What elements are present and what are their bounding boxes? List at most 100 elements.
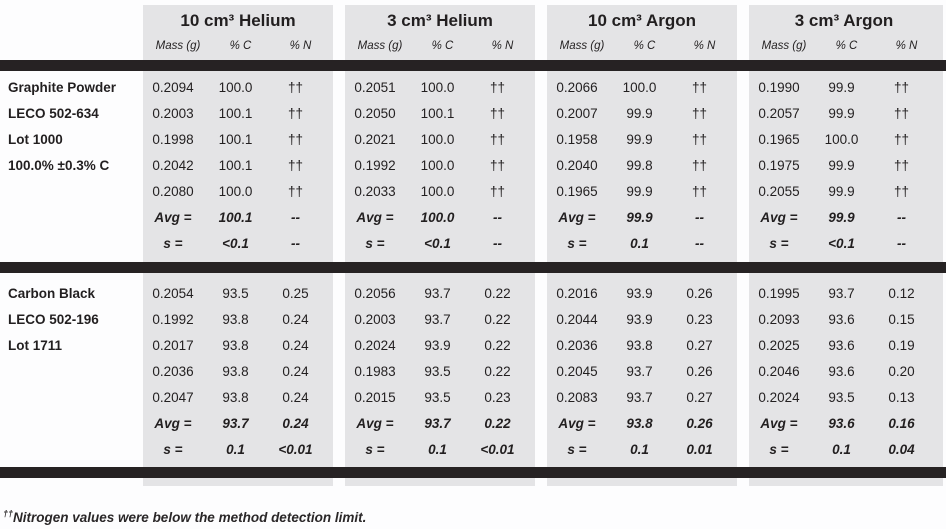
mass-value: 0.2080: [152, 184, 194, 199]
mass-value: 0.2057: [758, 106, 800, 121]
group-cells: 0.1965 100.0 ††: [744, 127, 934, 153]
mass-value: 0.2003: [354, 312, 396, 327]
column-band-10cm3-argon: [547, 5, 737, 486]
carbon-value: 99.9: [626, 184, 653, 199]
mass-value: 0.1958: [556, 132, 598, 147]
carbon-value: 0.1: [226, 442, 245, 457]
carbon-value: 100.0: [420, 80, 455, 95]
divider-bar-middle: [0, 262, 946, 273]
mass-value: 0.1990: [758, 80, 800, 95]
group-cells: s = 0.1 <0.01: [340, 437, 530, 463]
group-cells: 0.2080 100.0 ††: [138, 179, 328, 205]
carbon-value: 93.8: [222, 312, 249, 327]
group-cells: s = <0.1 --: [744, 231, 934, 257]
nitrogen-value: ††: [287, 132, 304, 147]
column-group-title: 3 cm³ Helium: [387, 11, 493, 30]
nitrogen-value: 0.26: [686, 286, 713, 301]
group-cells: Avg = 100.1 --: [138, 205, 328, 231]
group-cells: 0.1958 99.9 ††: [542, 127, 732, 153]
table-row: s = 0.1 <0.01 s = 0.1 <0.01 s = 0.1 0.01 s = 0.1 0.…: [0, 437, 946, 463]
carbon-value: 93.8: [626, 338, 653, 353]
carbon-value: <0.1: [222, 236, 249, 251]
carbon-value: 99.8: [626, 158, 653, 173]
nitrogen-value: ††: [287, 158, 304, 173]
group-cells: 0.1992 100.0 ††: [340, 153, 530, 179]
mass-value: 0.2066: [556, 80, 598, 95]
mass-value: 0.2042: [152, 158, 194, 173]
group-cells: 0.2044 93.9 0.23: [542, 307, 732, 333]
group-cells: 0.2016 93.9 0.26: [542, 281, 732, 307]
carbon-value: 100.1: [218, 210, 253, 225]
group-cells: 0.2025 93.6 0.19: [744, 333, 934, 359]
row-label: [0, 359, 138, 385]
carbon-value: 93.5: [222, 286, 249, 301]
group-cells: 0.2003 93.7 0.22: [340, 307, 530, 333]
carbon-value: 100.0: [420, 158, 455, 173]
col-header-carbon: % C: [835, 40, 858, 52]
nitrogen-value: 0.27: [686, 338, 713, 353]
col-header-carbon: % C: [431, 40, 454, 52]
nitrogen-value: ††: [489, 132, 506, 147]
group-cells: 0.1990 99.9 ††: [744, 75, 934, 101]
carbon-value: 99.9: [626, 132, 653, 147]
carbon-value: 0.1: [630, 236, 649, 251]
column-group-title: 10 cm³ Argon: [587, 11, 696, 30]
mass-value: s =: [567, 442, 587, 457]
carbon-value: 100.0: [420, 184, 455, 199]
nitrogen-value: 0.24: [282, 364, 309, 379]
carbon-value: <0.1: [828, 236, 855, 251]
mass-value: Avg =: [356, 210, 394, 225]
col-header-mass: Mass (g): [761, 40, 807, 52]
table-row: 0.2047 93.8 0.24 0.2015 93.5 0.23 0.2083 93.7 0.…: [0, 385, 946, 411]
carbon-value: 93.9: [626, 286, 653, 301]
nitrogen-value: ††: [691, 158, 708, 173]
mass-value: 0.1998: [152, 132, 194, 147]
mass-value: 0.1992: [152, 312, 194, 327]
row-label: [0, 385, 138, 411]
carbon-value: 100.1: [218, 106, 253, 121]
table-row: 0.2036 93.8 0.24 0.1983 93.5 0.22 0.2045 93.7 0.…: [0, 359, 946, 385]
table-row: LECO 502-634 0.2003 100.1 †† 0.2050 100.1 †† 0.…: [0, 101, 946, 127]
carbon-value: 99.9: [828, 106, 855, 121]
group-cells: 0.2047 93.8 0.24: [138, 385, 328, 411]
group-cells: s = 0.1 --: [542, 231, 732, 257]
mass-value: 0.2036: [152, 364, 194, 379]
group-cells: 0.2066 100.0 ††: [542, 75, 732, 101]
row-label: Carbon Black: [8, 286, 96, 301]
col-header-mass: Mass (g): [357, 40, 403, 52]
row-label: [0, 179, 138, 205]
nitrogen-value: --: [897, 236, 906, 251]
group-cells: 0.1995 93.7 0.12: [744, 281, 934, 307]
group-cells: s = <0.1 --: [138, 231, 328, 257]
nitrogen-value: 0.24: [282, 390, 309, 405]
group-cells: 0.1992 93.8 0.24: [138, 307, 328, 333]
carbon-value: 99.9: [828, 210, 855, 225]
row-label: [0, 231, 138, 257]
mass-value: 0.2051: [354, 80, 396, 95]
mass-value: 0.2016: [556, 286, 598, 301]
nitrogen-value: 0.19: [888, 338, 915, 353]
mass-value: 0.2055: [758, 184, 800, 199]
nitrogen-value: --: [493, 236, 502, 251]
carbon-value: 100.1: [218, 132, 253, 147]
group-cells: 0.2040 99.8 ††: [542, 153, 732, 179]
nitrogen-value: --: [695, 210, 704, 225]
nitrogen-value: ††: [489, 158, 506, 173]
sub-headers: Mass (g) % C % N: [749, 35, 939, 57]
group-cells: 0.2033 100.0 ††: [340, 179, 530, 205]
nitrogen-value: 0.22: [484, 364, 511, 379]
mass-value: 0.2047: [152, 390, 194, 405]
row-label: LECO 502-634: [8, 106, 99, 121]
mass-value: s =: [365, 442, 385, 457]
nitrogen-value: 0.20: [888, 364, 915, 379]
nitrogen-value: 0.22: [484, 312, 511, 327]
mass-value: 0.2083: [556, 390, 598, 405]
group-cells: s = <0.1 --: [340, 231, 530, 257]
table-row: Avg = 93.7 0.24 Avg = 93.7 0.22 Avg = 93.8 0.26 A…: [0, 411, 946, 437]
mass-value: 0.2044: [556, 312, 598, 327]
mass-value: s =: [365, 236, 385, 251]
mass-value: Avg =: [760, 210, 798, 225]
row-label: Lot 1711: [8, 338, 63, 353]
group-cells: 0.2003 100.1 ††: [138, 101, 328, 127]
mass-value: 0.2015: [354, 390, 396, 405]
